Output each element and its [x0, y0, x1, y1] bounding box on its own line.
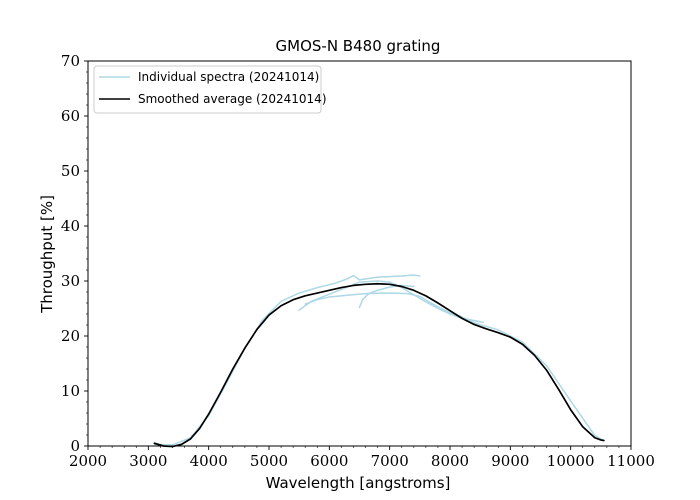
- y-tick-label: 0: [70, 437, 80, 455]
- legend: Individual spectra (20241014) Smoothed a…: [93, 65, 327, 114]
- plot-border: [87, 60, 632, 447]
- x-tick-label: 10000: [547, 452, 595, 470]
- y-tick-label: 10: [61, 382, 80, 400]
- series-layer: [153, 274, 605, 448]
- series-line-individual-3: [358, 284, 415, 309]
- x-tick-label: 2000: [69, 452, 107, 470]
- y-tick-label: 70: [61, 52, 80, 70]
- legend-box: [93, 65, 322, 114]
- series-line-smoothed-average: [153, 282, 605, 448]
- x-axis-label: Wavelength [angstroms]: [266, 474, 451, 492]
- y-tick-label: 60: [61, 107, 80, 125]
- y-tick-label: 20: [61, 327, 80, 345]
- series-line-individual-2: [304, 292, 484, 323]
- x-tick-label: 9000: [491, 452, 529, 470]
- y-tick-label: 30: [61, 272, 80, 290]
- y-tick-label: 40: [61, 217, 80, 235]
- x-tick-label: 3000: [129, 452, 167, 470]
- legend-label-average: Smoothed average (20241014): [138, 92, 327, 106]
- x-tick-label: 6000: [310, 452, 348, 470]
- x-tick-label: 11000: [607, 452, 655, 470]
- legend-label-individual: Individual spectra (20241014): [138, 70, 319, 84]
- x-axis-ticks: 2000 3000 4000 5000 6000 7000 8000 9000 10000 110…: [69, 446, 655, 470]
- series-line-individual-0: [153, 274, 421, 446]
- chart-title: GMOS-N B480 grating: [276, 37, 441, 55]
- x-tick-label: 7000: [371, 452, 409, 470]
- y-axis-label: Throughput [%]: [38, 195, 56, 314]
- x-tick-label: 4000: [190, 452, 228, 470]
- plot-area: [87, 60, 632, 448]
- series-line-individual-4: [449, 310, 605, 442]
- x-tick-label: 5000: [250, 452, 288, 470]
- x-tick-label: 8000: [431, 452, 469, 470]
- y-axis-ticks: 0 10 20 30 40 50 60 70: [61, 52, 88, 455]
- plot-frame: [88, 61, 631, 446]
- y-tick-label: 50: [61, 162, 80, 180]
